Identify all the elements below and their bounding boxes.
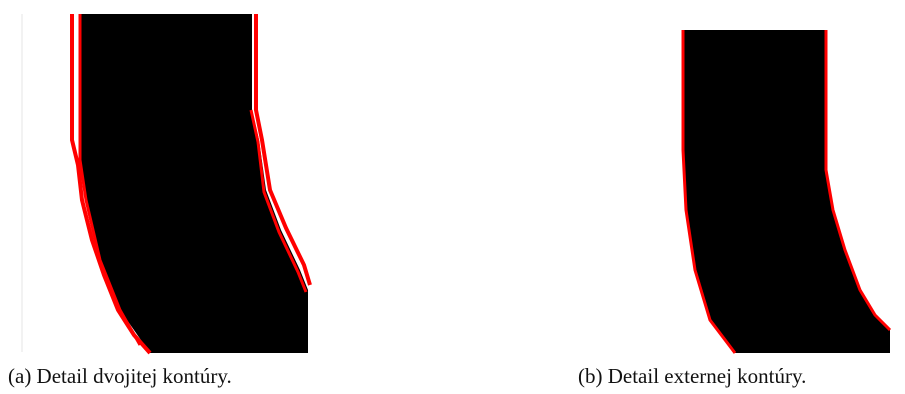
image-external-contour [683, 30, 890, 353]
page: (a) Detail dvojitej kontúry. (b) Detail … [0, 0, 905, 394]
shape [683, 30, 890, 353]
caption: (b) Detail externej kontúry. [578, 364, 806, 389]
caption: (a) Detail dvojitej kontúry. [8, 364, 232, 389]
figure-images [0, 0, 905, 394]
image-double-contour [22, 14, 310, 353]
